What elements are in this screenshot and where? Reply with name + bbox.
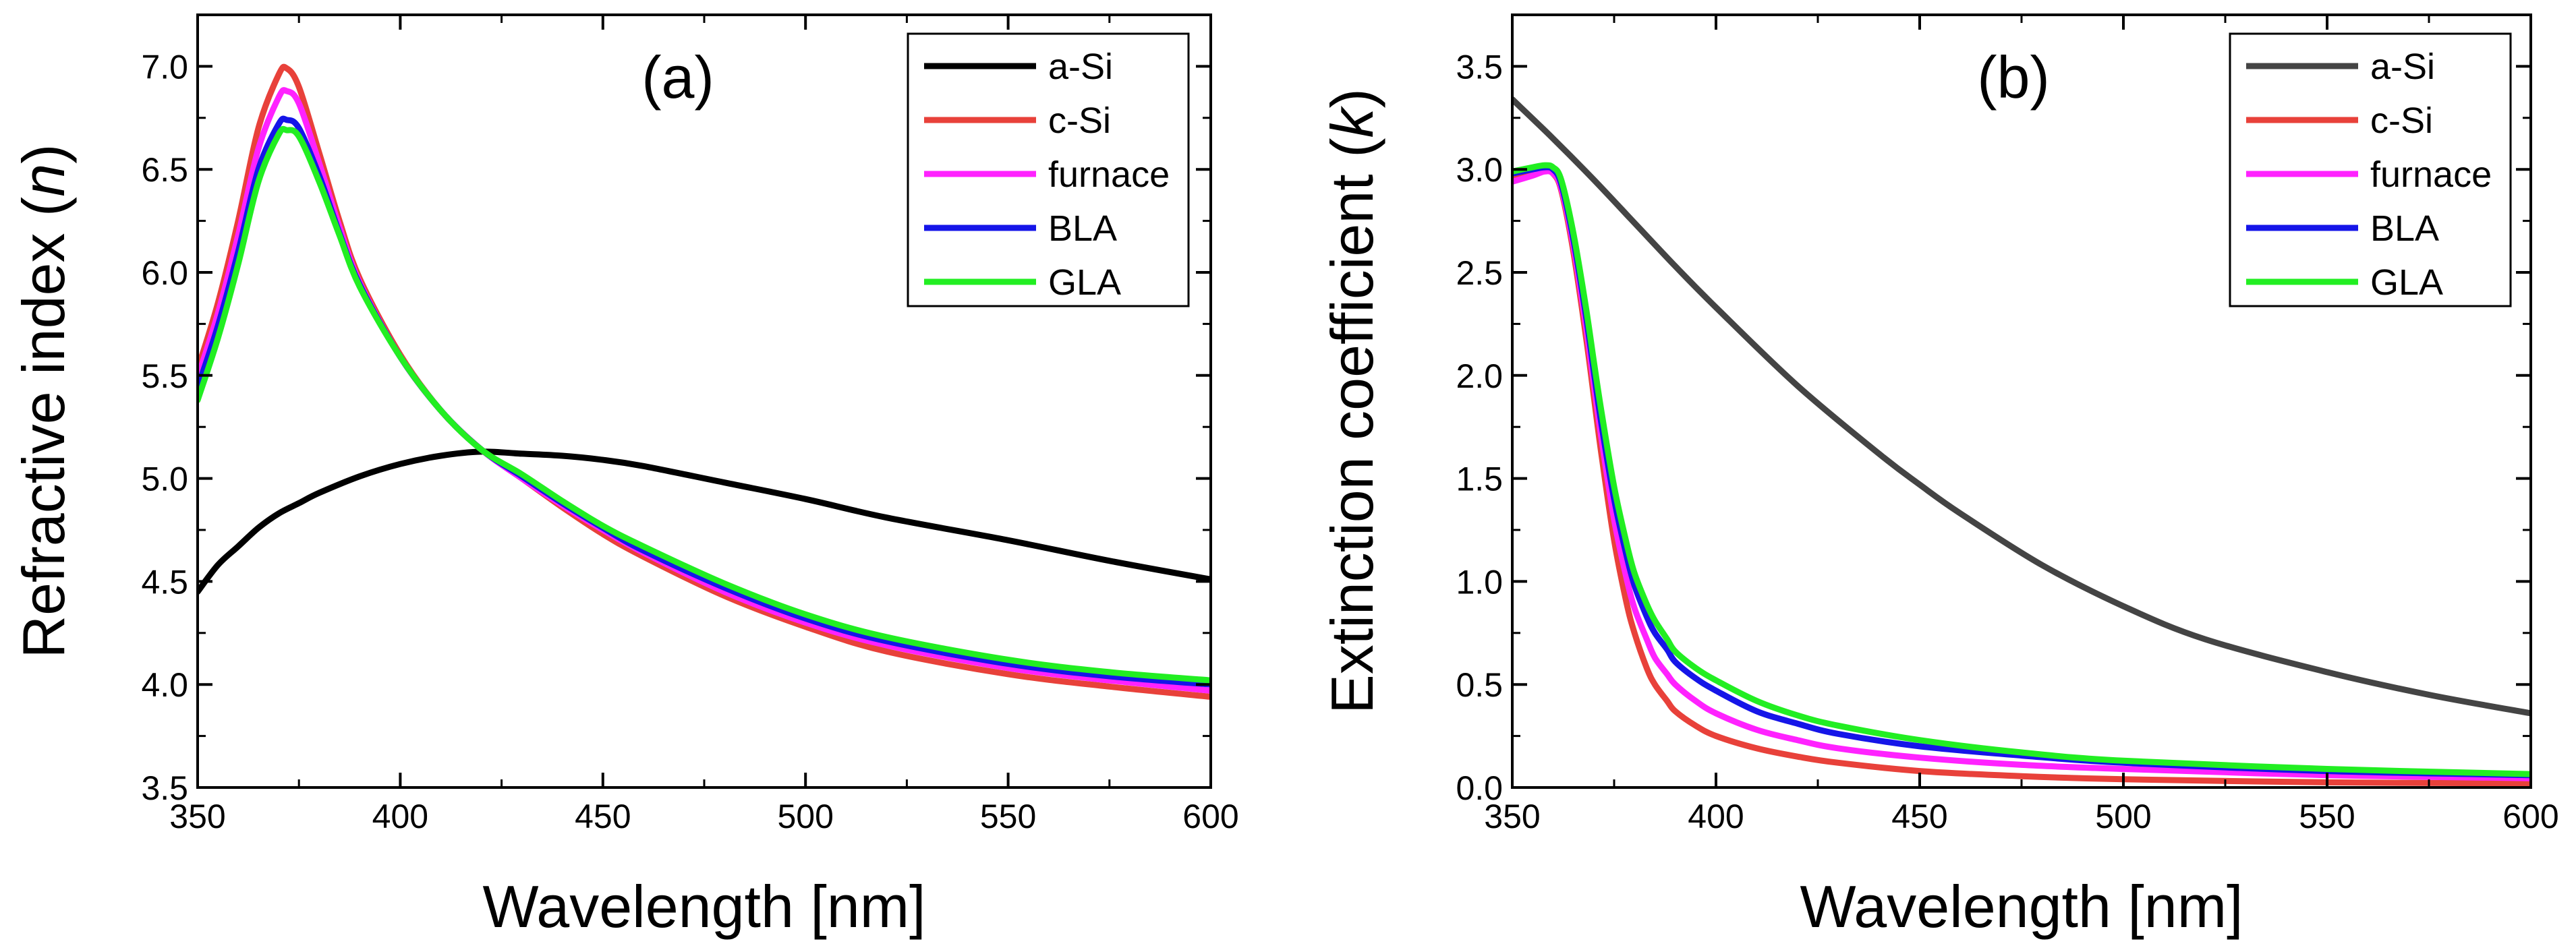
panel-b-x-tick-label: 350	[1484, 798, 1540, 835]
panel-a-series	[198, 63, 1211, 700]
panel-a-legend-label-gla: GLA	[1048, 262, 1121, 303]
panel-a-x-tick-label: 450	[575, 798, 631, 835]
panel-a: 350 400 450 500 550 600 3.5 4.0 4.5 5.0 5.5 6.0 6.5 7…	[10, 13, 1239, 940]
panel-b-series-line-a-si	[1512, 96, 2531, 717]
panel-b-series-line-gla	[1512, 162, 2531, 777]
panel-b-x-tick-label: 450	[1891, 798, 1947, 835]
panel-a-y-tick-label: 4.5	[141, 563, 188, 601]
panel-a-panel-label: (a)	[641, 44, 714, 111]
panel-a-y-tick-label: 4.0	[141, 666, 188, 704]
panel-b-y-axis-title: Extinction coefficient (k)	[1319, 88, 1385, 714]
panel-b-legend-label-c-si: c-Si	[2370, 100, 2433, 141]
panel-b-x-tick-label: 500	[2095, 798, 2151, 835]
panel-b-y-tick-label: 0.5	[1456, 666, 1503, 704]
panel-b-y-tick-label: 0.0	[1456, 769, 1503, 807]
panel-a-x-tick-label: 600	[1182, 798, 1238, 835]
panel-b-y-tick-label: 2.5	[1456, 254, 1503, 292]
panel-b-panel-label: (b)	[1977, 44, 2050, 111]
panel-a-y-axis-title: Refractive index (n)	[10, 144, 77, 659]
panel-a-legend-label-furnace: furnace	[1048, 154, 1170, 195]
panel-b-legend-label-gla: GLA	[2370, 262, 2443, 303]
panel-a-x-tick-label: 550	[980, 798, 1036, 835]
panel-a-series-line-gla	[198, 125, 1211, 684]
panel-a-y-tick-label: 7.0	[141, 48, 188, 86]
panel-a-x-tick-label: 500	[777, 798, 833, 835]
panel-a-y-tick-label: 6.0	[141, 254, 188, 292]
panel-b-y-tick-label: 1.5	[1456, 460, 1503, 498]
panel-a-series-line-a-si	[198, 448, 1211, 595]
panel-b-x-axis: 350 400 450 500 550 600	[1484, 15, 2559, 835]
panel-b-legend: a-Si c-Si furnace BLA GLA	[2229, 32, 2512, 307]
panel-a-x-tick-label: 350	[169, 798, 225, 835]
panel-b-x-tick-label: 400	[1688, 798, 1744, 835]
panel-b-legend-label-a-si: a-Si	[2370, 47, 2435, 87]
panel-a-y-tick-label: 5.0	[141, 460, 188, 498]
panel-b-y-tick-label: 2.0	[1456, 357, 1503, 395]
panel-b-y-axis: 0.0 0.5 1.0 1.5 2.0 2.5 3.0 3.5	[1456, 13, 2531, 807]
panel-b-legend-box	[2229, 32, 2512, 307]
panel-b-y-tick-label: 3.5	[1456, 48, 1503, 86]
panel-a-legend-box	[907, 32, 1190, 307]
panel-a-y-tick-label: 3.5	[141, 769, 188, 807]
panel-a-x-axis: 350 400 450 500 550 600	[169, 15, 1239, 835]
panel-a-legend-label-a-si: a-Si	[1048, 47, 1113, 87]
panel-b: 350 400 450 500 550 6000.00.51.01.52.02.53.03…	[1319, 13, 2559, 940]
panel-a-x-tick-label: 400	[372, 798, 428, 835]
panel-b-x-tick-label: 550	[2299, 798, 2355, 835]
panel-b-y-tick-label: 3.0	[1456, 151, 1503, 189]
panel-a-y-tick-label: 5.5	[141, 357, 188, 395]
panel-a-legend: a-Si c-Si furnace BLA GLA	[907, 32, 1190, 307]
panel-a-y-tick-label: 6.5	[141, 151, 188, 189]
panel-a-y-axis: 3.5 4.0 4.5 5.0 5.5 6.0 6.5 7.0	[141, 13, 1211, 807]
panel-a-legend-label-c-si: c-Si	[1048, 100, 1111, 141]
panel-b-y-tick-label: 1.0	[1456, 563, 1503, 601]
panel-b-legend-label-furnace: furnace	[2370, 154, 2492, 195]
panel-b-x-axis-title: Wavelength [nm]	[1800, 873, 2243, 940]
panel-a-x-axis-title: Wavelength [nm]	[482, 873, 925, 940]
panel-a-legend-label-bla: BLA	[1048, 208, 1117, 249]
panel-b-x-tick-label: 600	[2502, 798, 2558, 835]
panel-b-series	[1512, 96, 2531, 787]
panel-b-legend-label-bla: BLA	[2370, 208, 2439, 249]
